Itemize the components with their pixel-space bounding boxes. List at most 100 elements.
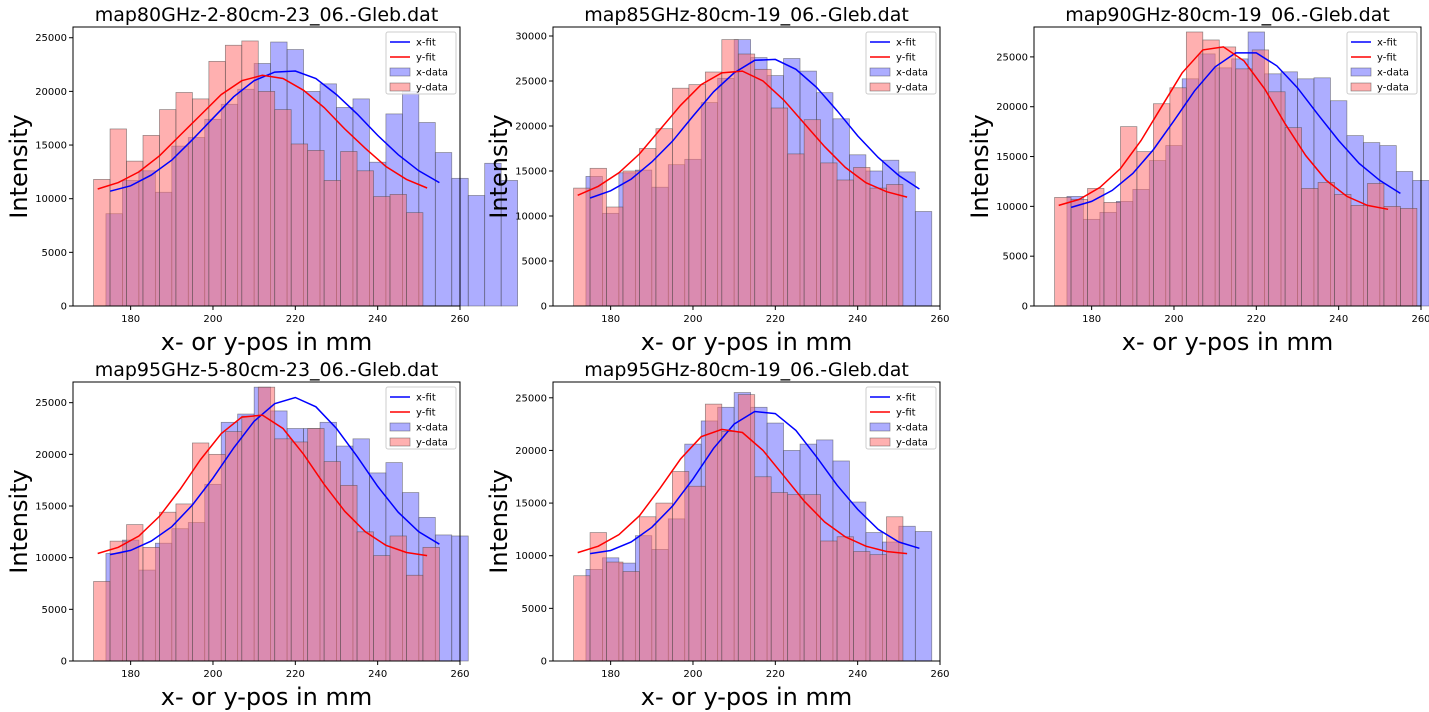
y-axis-label: Intensity <box>485 469 513 573</box>
x-tick-label: 200 <box>683 669 702 680</box>
y-data-bar <box>886 516 904 662</box>
y-data-bar <box>1087 188 1105 307</box>
y-data-bar <box>257 91 276 307</box>
y-data-bar <box>307 150 325 307</box>
axes-frame <box>552 26 941 307</box>
y-data-bar <box>721 431 739 662</box>
x-tick-label: 240 <box>848 669 867 680</box>
y-tick-label: 20000 <box>35 450 67 461</box>
y-data-bar <box>1400 208 1418 307</box>
y-data-bar <box>274 109 292 307</box>
chart-panel-5: 180 200 220 240 260 0 5000 10000 15000 20000 25000… <box>485 359 950 711</box>
y-data-bar <box>175 92 193 307</box>
y-data-bar <box>1202 39 1220 307</box>
y-data-bar <box>1235 68 1253 307</box>
y-data-bar <box>639 516 657 662</box>
y-data-bar <box>754 68 772 307</box>
chart-title: map95GHz-80cm-19_06.-Gleb.dat <box>584 359 909 381</box>
x-tick-label: 260 <box>930 314 949 325</box>
x-tick-label: 240 <box>1329 314 1348 325</box>
x-axis-label: x- or y-pos in mm <box>1122 328 1333 356</box>
y-tick-label: 5000 <box>522 257 547 268</box>
y-data-bar <box>340 484 358 662</box>
y-tick-label: 20000 <box>996 102 1028 113</box>
y-tick-label: 15000 <box>515 499 547 510</box>
y-tick-label: 10000 <box>996 202 1028 213</box>
x-tick-label: 200 <box>203 314 222 325</box>
chart-panel-3: 180 200 220 240 260 0 5000 10000 15000 20000 25000… <box>966 4 1429 356</box>
legend-box <box>385 31 457 95</box>
y-data-bar <box>109 540 127 662</box>
y-data-bar <box>606 206 624 307</box>
y-data-bar <box>373 196 391 307</box>
legend-label: y-data <box>416 438 448 449</box>
y-axis-label: Intensity <box>485 114 513 218</box>
legend-label: x-data <box>896 423 928 434</box>
legend-label: x-data <box>896 68 928 79</box>
y-data-bar <box>1103 202 1121 307</box>
x-tick-label: 220 <box>766 669 785 680</box>
legend-patch-swatch <box>1350 67 1372 77</box>
y-data-bar <box>1367 183 1385 307</box>
chart-panel-1: 180 200 220 240 260 0 5000 10000 15000 20000 25000… <box>5 4 518 356</box>
y-data-bar <box>803 119 821 307</box>
legend: x-fit y-fit x-data y-data <box>865 31 937 95</box>
y-data-bar <box>356 531 374 662</box>
y-data-bar <box>721 39 739 307</box>
y-data-bar <box>573 575 591 662</box>
y-data-bar <box>175 503 193 662</box>
y-data-bar <box>323 461 341 662</box>
y-data-bar <box>754 476 772 662</box>
x-data-bar <box>467 195 486 307</box>
legend: x-fit y-fit x-data y-data <box>385 386 457 450</box>
y-data-bar <box>622 170 640 307</box>
chart-title: map90GHz-80cm-19_06.-Gleb.dat <box>1065 4 1390 26</box>
x-tick-label: 180 <box>601 314 620 325</box>
y-data-bar <box>1334 194 1352 307</box>
y-data-bar <box>836 536 854 662</box>
legend-label: x-data <box>1377 68 1409 79</box>
y-data-bar <box>192 442 210 662</box>
y-data-bar <box>672 471 690 662</box>
y-fit-line <box>577 70 908 198</box>
y-axis-label: Intensity <box>5 114 33 218</box>
y-data-bar <box>159 109 177 307</box>
y-data-bar <box>1284 127 1302 307</box>
y-data-bar <box>606 561 624 662</box>
legend-label: y-data <box>896 438 928 449</box>
y-tick-label: 10000 <box>35 194 67 205</box>
y-data-bar <box>770 107 789 307</box>
x-tick-label: 220 <box>286 669 305 680</box>
legend-label: y-fit <box>1377 53 1397 64</box>
y-data-bar <box>93 581 111 662</box>
legend: x-fit y-fit x-data y-data <box>1346 31 1418 95</box>
y-data-bar <box>820 540 838 662</box>
y-data-bar <box>573 187 591 307</box>
y-data-bar <box>406 212 424 307</box>
y-data-bar <box>853 551 871 662</box>
y-data-bar <box>836 179 854 307</box>
y-data-bar <box>869 187 887 307</box>
y-data-bar <box>820 162 838 307</box>
y-tick-label: 0 <box>541 302 547 313</box>
legend-label: x-fit <box>416 38 436 49</box>
y-data-bar <box>224 431 243 662</box>
y-data-bar <box>639 148 657 307</box>
x-data-bar <box>914 531 933 662</box>
legend-label: x-fit <box>416 393 436 404</box>
y-tick-label: 10000 <box>35 553 67 564</box>
x-fit-line <box>109 396 440 556</box>
y-fit-line <box>97 74 428 190</box>
y-tick-label: 25000 <box>515 393 547 404</box>
y-data-bar <box>1185 31 1204 307</box>
legend-label: y-fit <box>416 53 436 64</box>
y-data-bar <box>356 170 374 307</box>
y-data-bar <box>257 386 276 662</box>
y-tick-label: 15000 <box>515 167 547 178</box>
y-data-bar <box>655 502 673 662</box>
y-tick-label: 10000 <box>515 551 547 562</box>
legend-label: y-fit <box>416 408 436 419</box>
y-data-bar <box>389 535 407 662</box>
axes-frame <box>552 381 941 662</box>
